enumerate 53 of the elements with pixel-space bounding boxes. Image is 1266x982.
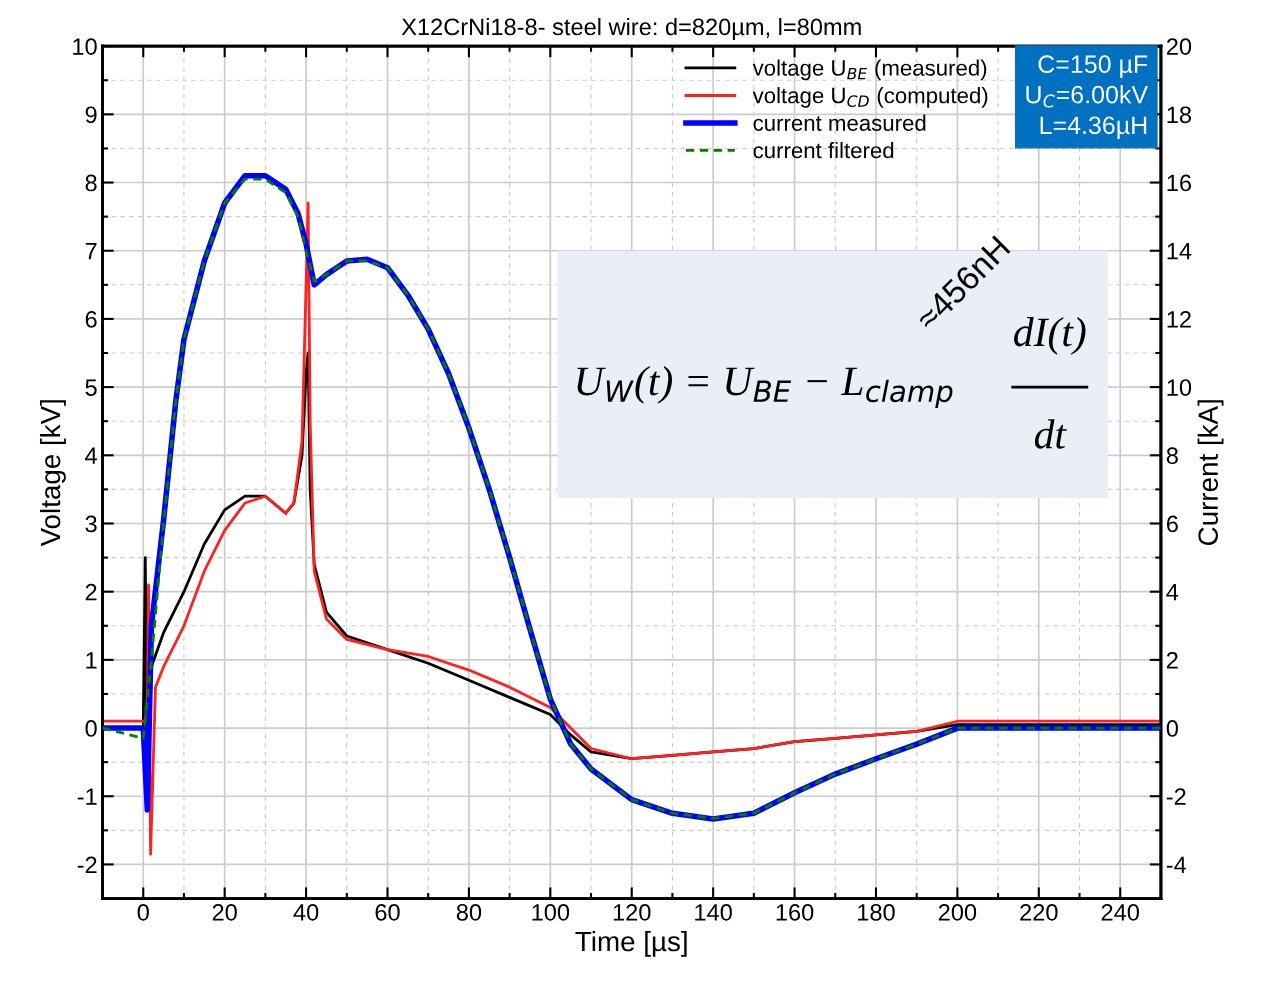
x-tick-label: 220 (1020, 904, 1058, 921)
y2-tick-label: -4 (1166, 856, 1187, 873)
y-axis-title: Voltage [kV] (39, 400, 66, 547)
y-tick-label: 4 (85, 447, 97, 464)
x-tick-label: 140 (695, 904, 732, 921)
y-tick-label: 6 (85, 310, 97, 328)
x-tick-label: 20 (212, 904, 237, 921)
legend-label: voltage U$_{CD}$ (computed) (752, 87, 988, 108)
annotation: C=150 µF (1038, 55, 1148, 78)
legend-label: voltage U$_{BE}$ (measured) (752, 59, 987, 81)
y-tick-label: 8 (85, 174, 97, 192)
legend-label: current filtered (753, 141, 894, 159)
x-axis-title: Time [µs] (575, 930, 687, 957)
chart-title: X12CrNi18-8- steel wire: d=820µm, l=80mm (401, 17, 861, 40)
y2-tick-label: 2 (1166, 651, 1178, 669)
x-tick-label: 80 (456, 904, 482, 921)
y-tick-label: 1 (86, 652, 97, 669)
annotation: dI(t) (1014, 317, 1086, 355)
x-tick-label: 0 (137, 904, 149, 921)
y-tick-label: -2 (77, 856, 97, 873)
y2-tick-label: 8 (1166, 447, 1178, 465)
x-tick-label: 40 (293, 904, 319, 921)
y2-tick-label: 10 (1167, 379, 1192, 396)
y-tick-label: 0 (85, 720, 97, 737)
y-tick-label: -1 (77, 788, 97, 805)
y2-tick-label: 4 (1166, 583, 1179, 601)
x-tick-label: 60 (375, 904, 400, 921)
x-tick-label: 160 (776, 904, 814, 921)
y2-tick-label: 18 (1167, 106, 1192, 124)
y2-tick-label: 20 (1166, 38, 1192, 55)
y-tick-label: 10 (73, 38, 97, 55)
annotation: U$_{C}$=6.00kV (1026, 85, 1148, 108)
y2-tick-label: 16 (1167, 174, 1192, 192)
y-tick-label: 3 (85, 515, 97, 533)
x-tick-label: 180 (858, 904, 895, 921)
y-tick-label: 9 (85, 106, 97, 124)
y2-tick-label: 6 (1166, 515, 1178, 533)
annotation: L=4.36µH (1040, 116, 1147, 140)
y2-tick-label: -2 (1166, 788, 1186, 805)
y-tick-label: 7 (85, 243, 97, 260)
y-tick-label: 5 (85, 379, 97, 396)
x-tick-label: 100 (532, 904, 570, 921)
y2-tick-label: 0 (1166, 720, 1178, 737)
x-tick-label: 240 (1101, 904, 1139, 921)
y2-axis-title: Current [kA] (1197, 400, 1224, 546)
y-tick-label: 2 (85, 583, 97, 601)
annotation: dt (1034, 419, 1067, 449)
x-tick-label: 120 (613, 904, 651, 921)
annotation: U$_{W}$(t) = U$_{BE}$ − L$_{clamp}$ (577, 366, 953, 408)
y2-tick-label: 14 (1167, 243, 1192, 260)
legend-label: current measured (753, 114, 926, 131)
y2-tick-label: 12 (1167, 310, 1191, 328)
x-tick-label: 200 (938, 904, 977, 921)
